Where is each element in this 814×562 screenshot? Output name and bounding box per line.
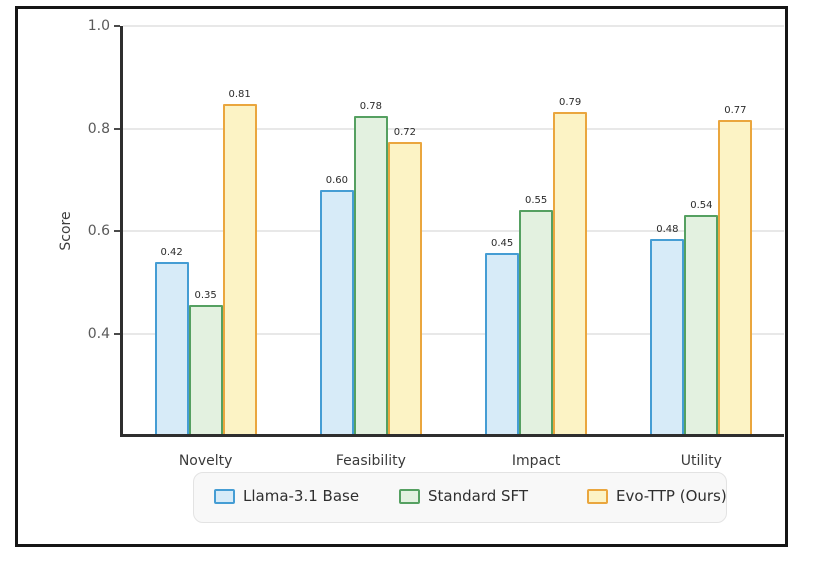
gridline-0.4 xyxy=(123,332,784,335)
x-category-label-feasibility: Feasibility xyxy=(335,453,406,469)
bar-llama-3-1-base-feasibility xyxy=(319,190,354,436)
x-category-label-impact: Impact xyxy=(511,453,561,469)
bar-llama-3-1-base-impact xyxy=(485,253,520,436)
y-tickmark-1.0 xyxy=(114,25,120,27)
y-tickmark-0.6 xyxy=(114,230,120,232)
bar-standard-sft-utility xyxy=(684,215,719,436)
legend-swatch-icon xyxy=(214,488,235,504)
y-tickmark-0.8 xyxy=(114,127,120,130)
legend-swatch-icon xyxy=(399,488,420,504)
chart-frame: Score 0.42 0.35 0.81 0.60 0.78 0.72 0.45 0.55 0.… xyxy=(15,6,788,547)
bar-value-label: 0.54 xyxy=(690,200,713,212)
legend-label: Standard SFT xyxy=(428,487,529,505)
legend-label: Llama-3.1 Base xyxy=(243,487,360,505)
gridline-1.0 xyxy=(123,25,784,27)
y-tick-label: 0.4 xyxy=(87,325,110,342)
bar-value-label: 0.55 xyxy=(524,195,548,207)
bar-value-label: 0.45 xyxy=(490,238,514,250)
bar-llama-3-1-base-utility xyxy=(650,239,685,436)
x-axis-baseline xyxy=(120,434,784,437)
bar-value-label: 0.35 xyxy=(194,289,217,301)
y-tick-label: 0.8 xyxy=(87,120,110,137)
bar-value-label: 0.60 xyxy=(325,175,349,186)
y-tickmark-0.4 xyxy=(114,332,120,335)
bar-llama-3-1-base-novelty xyxy=(154,262,189,436)
x-category-label-novelty: Novelty xyxy=(178,453,233,469)
bar-value-label: 0.81 xyxy=(228,88,251,100)
bar-standard-sft-impact xyxy=(519,210,554,436)
y-axis-spine xyxy=(120,26,123,436)
plot-area: 0.42 0.35 0.81 0.60 0.78 0.72 0.45 0.55 0.79 0.48… xyxy=(114,25,784,437)
bar-value-label: 0.77 xyxy=(724,104,747,116)
bar-evo-ttp-ours--feasibility xyxy=(387,142,422,436)
bar-evo-ttp-ours--novelty xyxy=(222,103,257,436)
gridline-0.8 xyxy=(123,127,784,130)
bar-evo-ttp-ours--impact xyxy=(553,112,588,436)
bar-value-label: 0.72 xyxy=(393,127,417,139)
y-tick-label: 1.0 xyxy=(87,18,110,34)
bar-standard-sft-feasibility xyxy=(353,116,388,436)
gridline-0.6 xyxy=(123,230,784,232)
bar-evo-ttp-ours--utility xyxy=(718,119,753,436)
legend-swatch-icon xyxy=(587,488,608,504)
x-category-label-utility: Utility xyxy=(680,453,722,469)
legend-item-evo-ttp-ours-: Evo-TTP (Ours) xyxy=(587,487,727,505)
legend-item-llama-3-1-base: Llama-3.1 Base xyxy=(214,487,359,505)
legend-label: Evo-TTP (Ours) xyxy=(616,487,727,505)
bar-value-label: 0.78 xyxy=(359,101,383,113)
bar-value-label: 0.48 xyxy=(656,224,679,236)
bar-value-label: 0.79 xyxy=(558,97,582,109)
legend-item-standard-sft: Standard SFT xyxy=(399,487,528,505)
legend: Llama-3.1 Base Standard SFT Evo-TTP (Ours) xyxy=(193,472,727,523)
y-tick-label: 0.6 xyxy=(87,223,110,239)
bar-standard-sft-novelty xyxy=(188,304,223,436)
bar-value-label: 0.42 xyxy=(160,247,183,259)
